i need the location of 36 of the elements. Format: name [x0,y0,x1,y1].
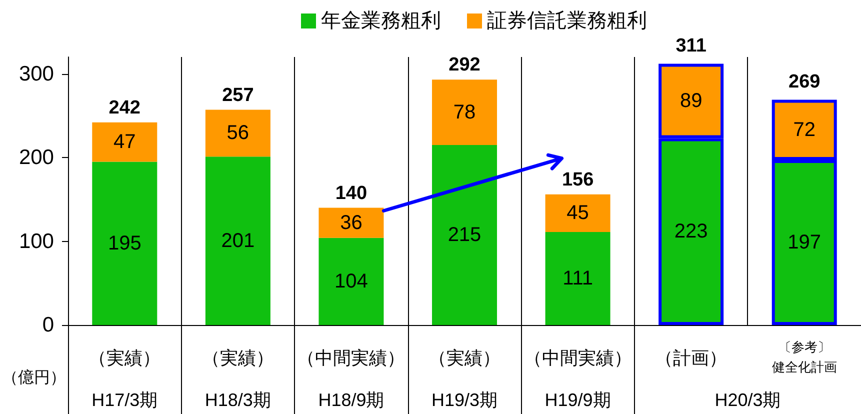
total-label: 292 [448,54,480,76]
category-label: （中間実績） H19/9期 [524,348,632,410]
category-label: （中間実績） H18/9期 [297,348,406,410]
y-tick-label: 300 [18,62,54,86]
category-label: （実績） H17/3期 [88,348,161,410]
legend-label: 年金業務粗利 [321,10,441,32]
data-label: 201 [221,230,255,252]
data-label: 111 [562,268,593,290]
legend-label: 証券信託業務粗利 [487,10,647,32]
data-label: 223 [674,220,708,243]
x-tick-label: （計画） [655,348,728,368]
text: H20/3期 [714,390,781,410]
total-label: 311 [676,36,707,57]
data-label: 195 [108,232,142,254]
category-label: （実績） H18/3期 [202,348,274,410]
total-label: 156 [562,169,594,190]
data-label: 47 [114,131,136,154]
y-tick-label: 200 [18,146,54,169]
data-label: 45 [566,202,589,224]
total-label: 242 [108,97,140,118]
data-label: 78 [453,101,476,124]
data-label: 215 [448,224,482,246]
data-label: 104 [334,270,368,292]
category-label: （実績） H19/3期 [428,348,500,410]
data-label: 89 [680,90,702,112]
data-label: 56 [226,122,250,144]
y-axis-title: （億円） [2,368,66,386]
data-label: 36 [340,212,362,234]
total-label: 269 [788,72,820,93]
data-label: 197 [788,232,822,254]
y-tick-label: 0 [42,314,54,336]
total-label: 140 [335,182,368,204]
data-label: 72 [793,118,816,141]
x-tick-label: 〔参考〕健全化計画 [772,340,837,374]
total-label: 257 [222,84,254,106]
y-tick-label: 100 [18,230,54,253]
